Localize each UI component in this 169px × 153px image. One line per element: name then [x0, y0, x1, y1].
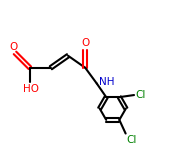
Text: O: O	[81, 38, 89, 48]
Text: O: O	[9, 42, 17, 52]
Text: Cl: Cl	[136, 90, 146, 100]
Text: NH: NH	[99, 77, 114, 87]
Text: HO: HO	[23, 84, 39, 94]
Text: Cl: Cl	[127, 135, 137, 145]
